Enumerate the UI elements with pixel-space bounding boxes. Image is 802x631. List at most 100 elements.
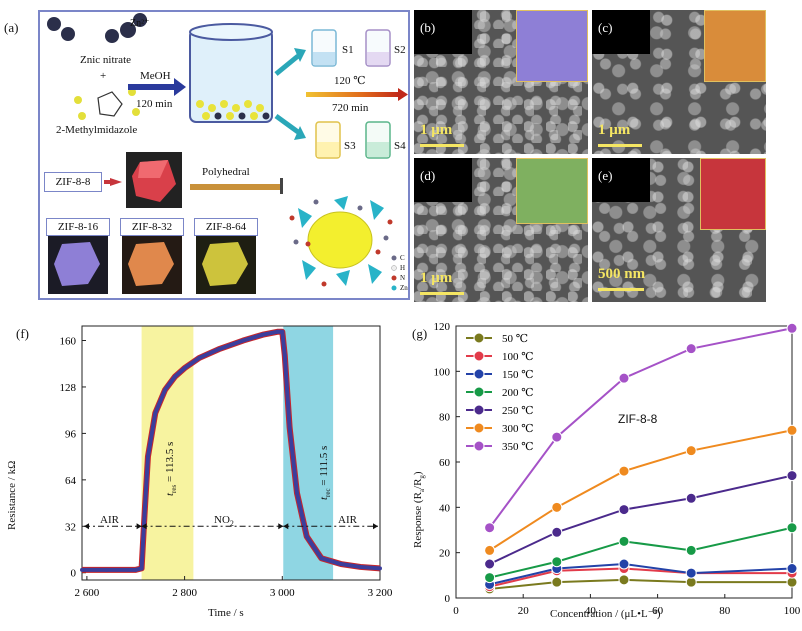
time-720-label: 720 min [332, 102, 369, 114]
chart-g-ytick-label-1: 20 [439, 548, 451, 560]
resistance-point-19 [304, 534, 309, 539]
chart-f-ytick-label-4: 128 [60, 382, 77, 394]
resistance-point-2 [133, 567, 138, 572]
chart-g-frame [455, 325, 793, 599]
series-3-point-0 [484, 572, 496, 584]
s1-label: S1 [342, 44, 354, 56]
legend-label-5: 300 ℃ [502, 423, 534, 435]
resistance-curve-edge [82, 328, 381, 573]
vial-s2 [365, 29, 391, 67]
resistance-point-23 [378, 566, 382, 571]
chart-g-ytick-label-3: 60 [439, 457, 451, 469]
synthesis-schematic: Zn²⁺ Znic nitrate + 2-Methylmidazole MeO… [38, 10, 410, 300]
chart-f-ytick-label-0: 0 [71, 568, 77, 580]
ylabel-close: ) [412, 471, 424, 476]
reaction-beaker [189, 23, 273, 123]
ylabel-slash: /R [412, 478, 424, 489]
resistance-point-4 [142, 512, 147, 517]
zif-8-8-crystal-image [126, 152, 182, 208]
resistance-point-21 [338, 562, 343, 567]
trec-value: = 111.5 s [318, 445, 330, 489]
chart-g-xtick-label-3: 60 [652, 605, 664, 617]
vial-s3 [315, 121, 341, 159]
response-chart: 0 20 40 60 80 100 120 0 20 40 60 80 100 50 ℃ 100 ℃ 150 … [434, 321, 801, 617]
meoh-label: MeOH [140, 70, 171, 82]
series-3-point-3 [685, 544, 697, 556]
sem-d-scale: 1 μm [420, 270, 453, 286]
zif-8-framework-structure [289, 196, 397, 291]
air-left-label: AIR [100, 514, 119, 526]
imidazole-molecule [97, 91, 123, 117]
resistance-point-3 [139, 566, 144, 571]
chart-f-xtick-label-2: 3 000 [270, 587, 295, 599]
sem-c-label: (c) [598, 20, 613, 35]
meoh-arrow [128, 78, 186, 96]
sem-d-inset [516, 158, 588, 224]
chart-f-ytick-label-2: 64 [65, 475, 77, 487]
resistance-point-14 [275, 329, 280, 334]
series-6-point-1 [551, 431, 563, 443]
series-5-point-3 [685, 445, 697, 457]
sem-c-inset [704, 10, 766, 82]
phase-arrowhead-right-2 [373, 523, 378, 530]
resistance-point-16 [282, 353, 287, 358]
trec-symbol: t [318, 496, 330, 500]
ylabel-a: a [418, 488, 427, 493]
resistance-point-13 [260, 332, 265, 337]
polyhedral-label: Polyhedral [202, 166, 250, 178]
ylabel-g: g [418, 475, 427, 479]
atom-legend: C H N Zn [400, 253, 408, 293]
series-5-point-4 [786, 424, 798, 436]
series-0-point-4 [786, 576, 798, 588]
resistance-chart: 0 32 64 96 128 160 2 600 2 800 3 000 3 200 [60, 325, 393, 599]
resistance-point-20 [319, 556, 324, 561]
sem-e-scale: 500 nm [598, 266, 646, 282]
sem-b-label: (b) [420, 20, 436, 35]
resistance-point-7 [163, 387, 168, 392]
chart-g-xtick-label-4: 80 [719, 605, 731, 617]
sem-e-inset [700, 158, 766, 230]
chart-g-annotation: ZIF-8-8 [618, 412, 658, 426]
response-time-label: tres = 113.5 s [164, 442, 178, 496]
series-line-5 [489, 429, 793, 552]
chart-g-ytick-label-2: 40 [439, 502, 451, 514]
zif-8-16-label: ZIF-8-16 [46, 218, 110, 236]
series-6-point-4 [786, 322, 798, 334]
series-line-0 [489, 578, 792, 590]
legend-marker-1 [473, 350, 485, 362]
series-3-point-2 [618, 535, 630, 547]
resistance-point-0 [80, 567, 84, 572]
series-0-point-3 [685, 576, 697, 588]
series-2-point-2 [618, 558, 630, 570]
zif-8-8-arrow [104, 178, 122, 186]
sem-b-scale: 1 μm [420, 122, 453, 138]
legend-marker-5 [473, 422, 485, 434]
phase-arrowhead-left-0 [84, 523, 89, 530]
atom-legend-h: H [400, 264, 406, 272]
plus-sign: + [100, 70, 107, 82]
resistance-point-17 [287, 425, 292, 430]
s2-label: S2 [394, 44, 406, 56]
chart-f-ytick-label-1: 32 [65, 521, 76, 533]
atom-legend-n: N [400, 274, 406, 282]
sem-panel-d: (d) 1 μm [414, 158, 588, 302]
sem-e-scale-bar [598, 288, 644, 291]
panel-f-label: (f) [16, 326, 29, 341]
s4-label: S4 [394, 140, 406, 152]
sem-d-scale-bar [420, 292, 464, 295]
legend-label-2: 150 ℃ [502, 369, 534, 381]
schematic-drawing [47, 13, 408, 294]
series-5-point-0 [484, 544, 496, 556]
legend-marker-3 [473, 386, 485, 398]
series-line-4 [489, 474, 793, 565]
zn-ion-label: Zn²⁺ [130, 18, 150, 29]
sem-panel-c: (c) 1 μm [592, 10, 766, 154]
chart-g-xlabel: Concentration / (μL•L⁻¹) [550, 608, 661, 620]
trec-subscript: rec [324, 488, 333, 497]
zif-8-16-crystal-image [48, 236, 108, 294]
series-3-point-4 [786, 522, 798, 534]
resistance-point-15 [280, 329, 285, 334]
no2-subscript: 2 [229, 519, 234, 529]
chart-f-ytick-label-5: 160 [60, 336, 77, 348]
chart-f-xlabel: Time / s [208, 607, 244, 619]
